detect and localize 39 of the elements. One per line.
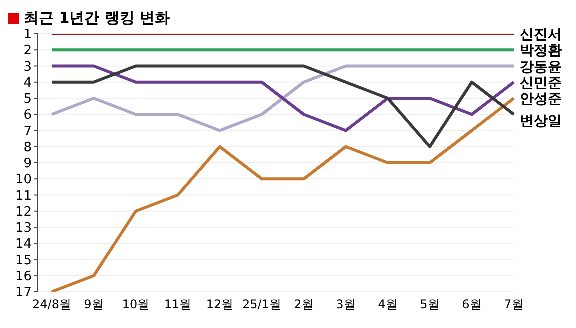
line-series <box>50 64 516 132</box>
series-label: 신민준 <box>520 75 562 92</box>
y-tick-label: 1 <box>24 28 32 43</box>
chart-title: 최근 1년간 랭킹 변화 <box>24 8 170 28</box>
x-tick-label: 3월 <box>336 298 356 312</box>
series-label: 강동윤 <box>520 59 562 76</box>
x-tick-label: 24/8월 <box>32 298 72 312</box>
y-tick-label: 2 <box>24 44 32 59</box>
line-series <box>50 64 516 148</box>
x-tick-label: 2월 <box>294 298 314 312</box>
series-label: 신진서 <box>520 27 562 43</box>
x-tick-label: 25/1월 <box>242 298 282 312</box>
y-tick-label: 9 <box>24 156 32 172</box>
y-tick-label: 8 <box>24 140 32 156</box>
x-tick-label: 5월 <box>420 298 440 312</box>
y-tick-label: 15 <box>15 253 32 268</box>
series-label: 안성준 <box>520 92 562 108</box>
y-tick-label: 12 <box>15 204 32 220</box>
y-tick-label: 4 <box>24 76 32 91</box>
x-tick-label: 6월 <box>462 298 482 312</box>
x-tick-label: 9월 <box>84 298 104 312</box>
x-tick-label: 12월 <box>206 298 234 312</box>
y-tick-label: 6 <box>24 108 32 124</box>
y-tick-label: 7 <box>24 124 32 140</box>
series-label: 변상일 <box>520 114 562 130</box>
x-tick-label: 10월 <box>122 298 150 312</box>
y-tick-label: 13 <box>15 221 32 236</box>
y-tick-label: 16 <box>15 269 32 284</box>
x-tick-label: 4월 <box>378 298 398 312</box>
y-tick-label: 14 <box>15 237 32 252</box>
y-tick-label: 11 <box>15 188 32 204</box>
line-series <box>50 97 516 292</box>
y-tick-label: 3 <box>24 60 32 75</box>
series-label: 박정환 <box>520 43 562 60</box>
y-tick-label: 10 <box>15 172 32 188</box>
y-tick-label: 17 <box>15 286 32 301</box>
x-tick-label: 11월 <box>164 298 192 312</box>
y-tick-label: 5 <box>24 92 32 108</box>
x-tick-label: 7월 <box>504 298 524 312</box>
